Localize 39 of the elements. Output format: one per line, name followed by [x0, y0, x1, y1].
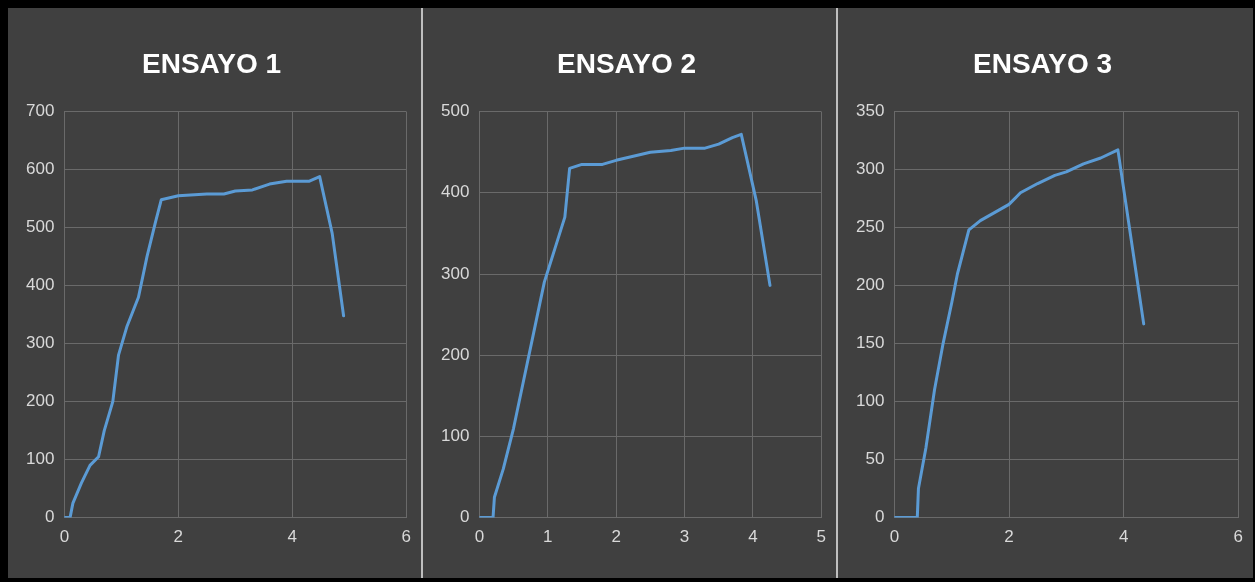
y-tick-label: 350: [855, 101, 885, 121]
y-tick-label: 700: [25, 101, 55, 121]
y-tick-label: 100: [440, 426, 470, 446]
y-tick-label: 0: [44, 507, 55, 527]
y-tick-label: 300: [25, 333, 55, 353]
x-tick-label: 0: [474, 527, 485, 547]
y-tick-label: 100: [855, 391, 885, 411]
y-tick-label: 0: [874, 507, 885, 527]
chart-title: ENSAYO 2: [556, 47, 697, 79]
x-tick-label: 5: [816, 527, 827, 547]
y-tick-label: 400: [440, 182, 470, 202]
x-tick-label: 3: [679, 527, 690, 547]
x-tick-label: 6: [1233, 527, 1244, 547]
x-tick-label: 4: [748, 527, 758, 547]
x-tick-label: 2: [611, 527, 621, 547]
y-tick-label: 50: [865, 449, 885, 469]
y-tick-label: 400: [25, 275, 55, 295]
x-tick-label: 2: [173, 527, 184, 547]
x-tick-label: 0: [889, 527, 900, 547]
y-tick-label: 250: [855, 217, 885, 237]
y-tick-label: 200: [440, 344, 470, 364]
x-tick-label: 2: [1004, 527, 1014, 547]
y-tick-label: 200: [25, 391, 55, 411]
x-tick-label: 6: [401, 527, 412, 547]
y-tick-label: 500: [25, 217, 55, 237]
x-tick-label: 4: [287, 527, 298, 547]
chart-title: ENSAYO 3: [972, 47, 1113, 79]
y-tick-label: 300: [855, 159, 885, 179]
y-tick-label: 200: [855, 275, 885, 295]
y-tick-label: 300: [440, 263, 470, 283]
x-tick-label: 0: [59, 527, 70, 547]
y-tick-label: 0: [459, 507, 470, 527]
x-tick-label: 1: [543, 527, 553, 547]
y-tick-label: 600: [25, 159, 55, 179]
y-tick-label: 100: [25, 449, 55, 469]
y-tick-label: 150: [855, 333, 885, 353]
y-tick-label: 500: [440, 101, 470, 121]
chart-title: ENSAYO 1: [141, 47, 282, 79]
x-tick-label: 4: [1118, 527, 1129, 547]
